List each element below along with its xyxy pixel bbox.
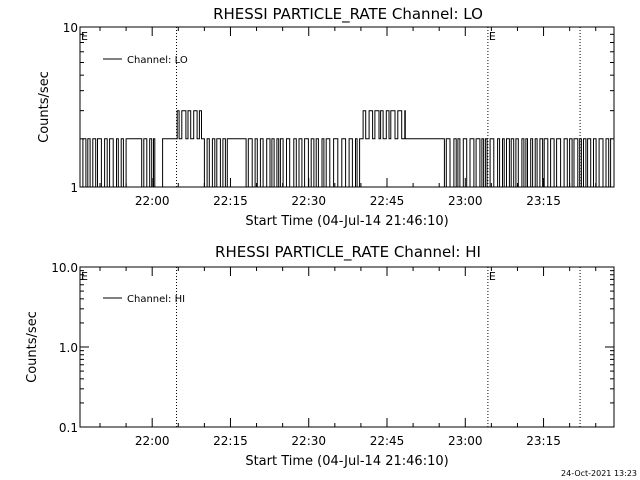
y-axis-label: Counts/sec xyxy=(25,311,40,383)
x-tick-label: 22:45 xyxy=(370,434,405,448)
generated-timestamp: 24-Oct-2021 13:23 xyxy=(561,469,637,478)
axis-ticks: 22:00 22:15 22:30 22:45 23:00 23:15 0.1 1.0 10.0 xyxy=(51,261,614,448)
annotations: EE xyxy=(81,27,581,187)
event-marker-label: E xyxy=(81,30,88,43)
x-tick-label: 22:30 xyxy=(291,194,326,208)
series-lines xyxy=(80,110,612,188)
y-tick-label: 10 xyxy=(63,21,78,35)
legend: Channel: HI xyxy=(103,294,185,305)
event-marker-label: E xyxy=(81,270,88,283)
x-tick-label: 22:15 xyxy=(213,194,248,208)
x-tick-label: 23:15 xyxy=(526,434,561,448)
y-axis-label: Counts/sec xyxy=(37,71,52,143)
y-tick-label: 1 xyxy=(70,181,78,195)
chart-panel-lo: RHESSI PARTICLE_RATE Channel: LO Counts/… xyxy=(37,5,615,229)
x-tick-label: 22:30 xyxy=(291,434,326,448)
x-tick-label: 22:00 xyxy=(135,194,170,208)
chart-panel-hi: RHESSI PARTICLE_RATE Channel: HI Counts/… xyxy=(25,243,615,469)
plot-frame xyxy=(79,266,615,428)
legend-label: Channel: HI xyxy=(127,294,185,305)
x-tick-label: 23:00 xyxy=(448,194,483,208)
x-tick-label: 22:00 xyxy=(135,434,170,448)
chart-title: RHESSI PARTICLE_RATE Channel: HI xyxy=(215,243,481,262)
event-marker-label: E xyxy=(489,30,496,43)
y-tick-label: 1.0 xyxy=(59,341,78,355)
plot-frame xyxy=(79,26,615,188)
annotations: EE xyxy=(81,267,581,427)
x-tick-label: 22:15 xyxy=(213,434,248,448)
legend: Channel: LO xyxy=(103,55,188,66)
x-tick-label: 22:45 xyxy=(370,194,405,208)
event-marker-label: E xyxy=(489,270,496,283)
x-axis-label: Start Time (04-Jul-14 21:46:10) xyxy=(245,454,448,469)
chart-title: RHESSI PARTICLE_RATE Channel: LO xyxy=(213,5,483,24)
y-tick-label: 10.0 xyxy=(51,261,78,275)
series-line-0 xyxy=(80,110,612,188)
axis-ticks: 22:00 22:15 22:30 22:45 23:00 23:15 1 10 xyxy=(63,21,614,208)
x-axis-label: Start Time (04-Jul-14 21:46:10) xyxy=(245,214,448,229)
x-tick-label: 23:15 xyxy=(526,194,561,208)
y-tick-label: 0.1 xyxy=(59,421,78,435)
x-tick-label: 23:00 xyxy=(448,434,483,448)
legend-label: Channel: LO xyxy=(127,55,188,66)
